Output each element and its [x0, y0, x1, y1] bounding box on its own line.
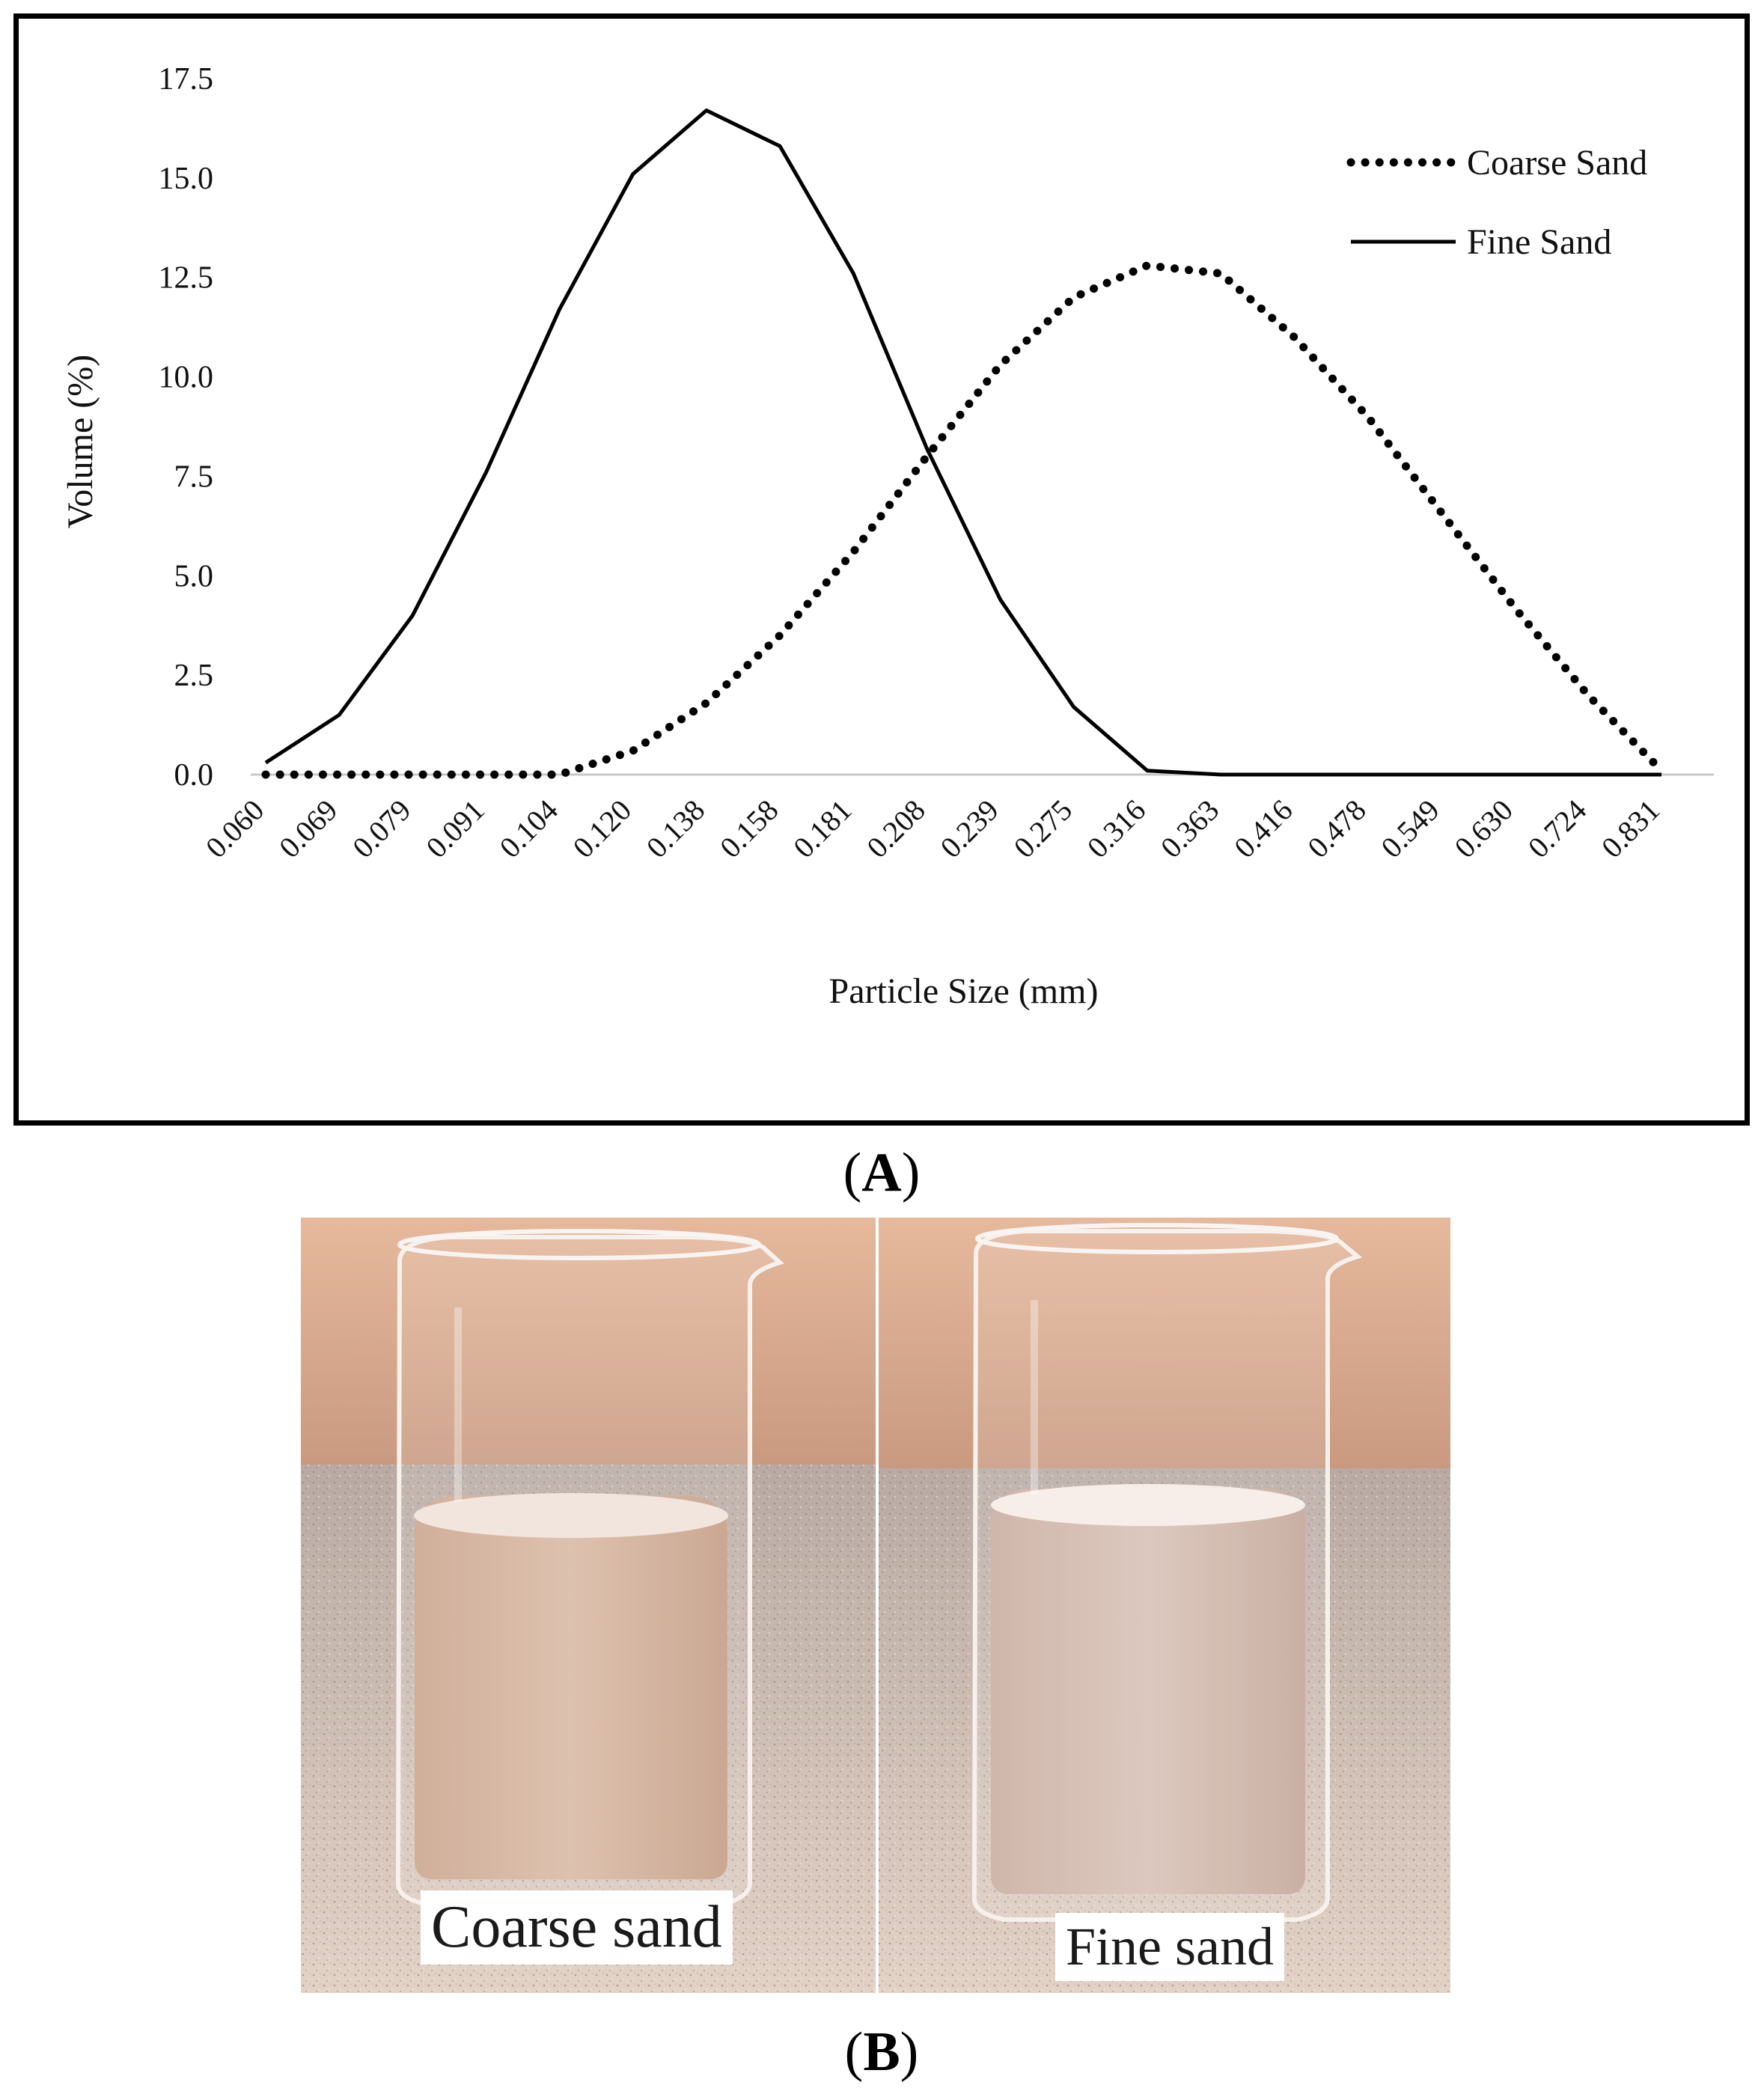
- y-tick-label: 5.0: [174, 559, 214, 593]
- x-tick-label: 0.275: [1007, 793, 1078, 864]
- coarse-sand-line: [261, 261, 1666, 779]
- x-tick-label: 0.060: [199, 793, 270, 864]
- beaker-photo: Coarse sand Fine sand: [301, 1218, 1450, 1993]
- fine-sand-beaker: [971, 1223, 1363, 1922]
- panel-label-a-letter: A: [861, 1142, 902, 1203]
- y-axis-title: Volume (%): [61, 355, 100, 528]
- fine-sand-line: [264, 109, 1661, 777]
- x-tick-label: 0.478: [1301, 793, 1372, 864]
- x-tick-label: 0.416: [1227, 793, 1298, 864]
- x-tick-label: 0.104: [493, 793, 564, 864]
- y-tick-label: 17.5: [159, 62, 214, 97]
- x-axis-title: Particle Size (mm): [829, 971, 1099, 1011]
- x-tick-label: 0.831: [1595, 793, 1666, 864]
- chart-panel: 0.0 2.5 5.0 7.5 10.0 12.5 15.0 17.5 0.060 0.069 0.…: [13, 13, 1750, 1126]
- x-tick-label: 0.239: [933, 793, 1004, 864]
- y-tick-label: 15.0: [159, 162, 214, 196]
- y-tick-label: 12.5: [159, 261, 214, 296]
- x-tick-label: 0.363: [1154, 793, 1225, 864]
- x-tick-label: 0.120: [567, 793, 638, 864]
- x-tick-label: 0.138: [640, 793, 711, 864]
- y-tick-label: 7.5: [174, 460, 214, 494]
- y-tick-label: 10.0: [159, 361, 214, 395]
- panel-label-a: (A): [843, 1142, 921, 1203]
- x-tick-label: 0.630: [1448, 793, 1519, 864]
- x-tick-label: 0.316: [1081, 793, 1152, 864]
- legend-fine-sand-label: Fine Sand: [1467, 222, 1611, 262]
- x-tick-label: 0.549: [1374, 793, 1445, 864]
- x-tick-label: 0.208: [860, 793, 931, 864]
- x-tick-label: 0.079: [346, 793, 417, 864]
- fine-sand-caption: Fine sand: [1055, 1913, 1284, 1981]
- x-tick-label: 0.181: [787, 793, 858, 864]
- legend-coarse-sand-label: Coarse Sand: [1467, 143, 1647, 183]
- x-tick-label: 0.724: [1522, 793, 1593, 864]
- x-tick-label: 0.069: [272, 793, 344, 864]
- coarse-sand-beaker: [395, 1229, 784, 1907]
- x-tick-label: 0.091: [419, 793, 490, 864]
- beaker-photo-illustration: [301, 1218, 1450, 1993]
- x-tick-label: 0.158: [713, 793, 784, 864]
- y-tick-label: 2.5: [174, 659, 214, 693]
- panel-label-b: (B): [844, 2021, 919, 2083]
- coarse-sand-caption: Coarse sand: [421, 1890, 733, 1965]
- panel-label-b-letter: B: [863, 2021, 900, 2083]
- particle-size-chart: 0.02.55.07.510.012.515.017.50.060 0.069 0.…: [61, 62, 1714, 1011]
- y-tick-label: 0.0: [174, 758, 214, 793]
